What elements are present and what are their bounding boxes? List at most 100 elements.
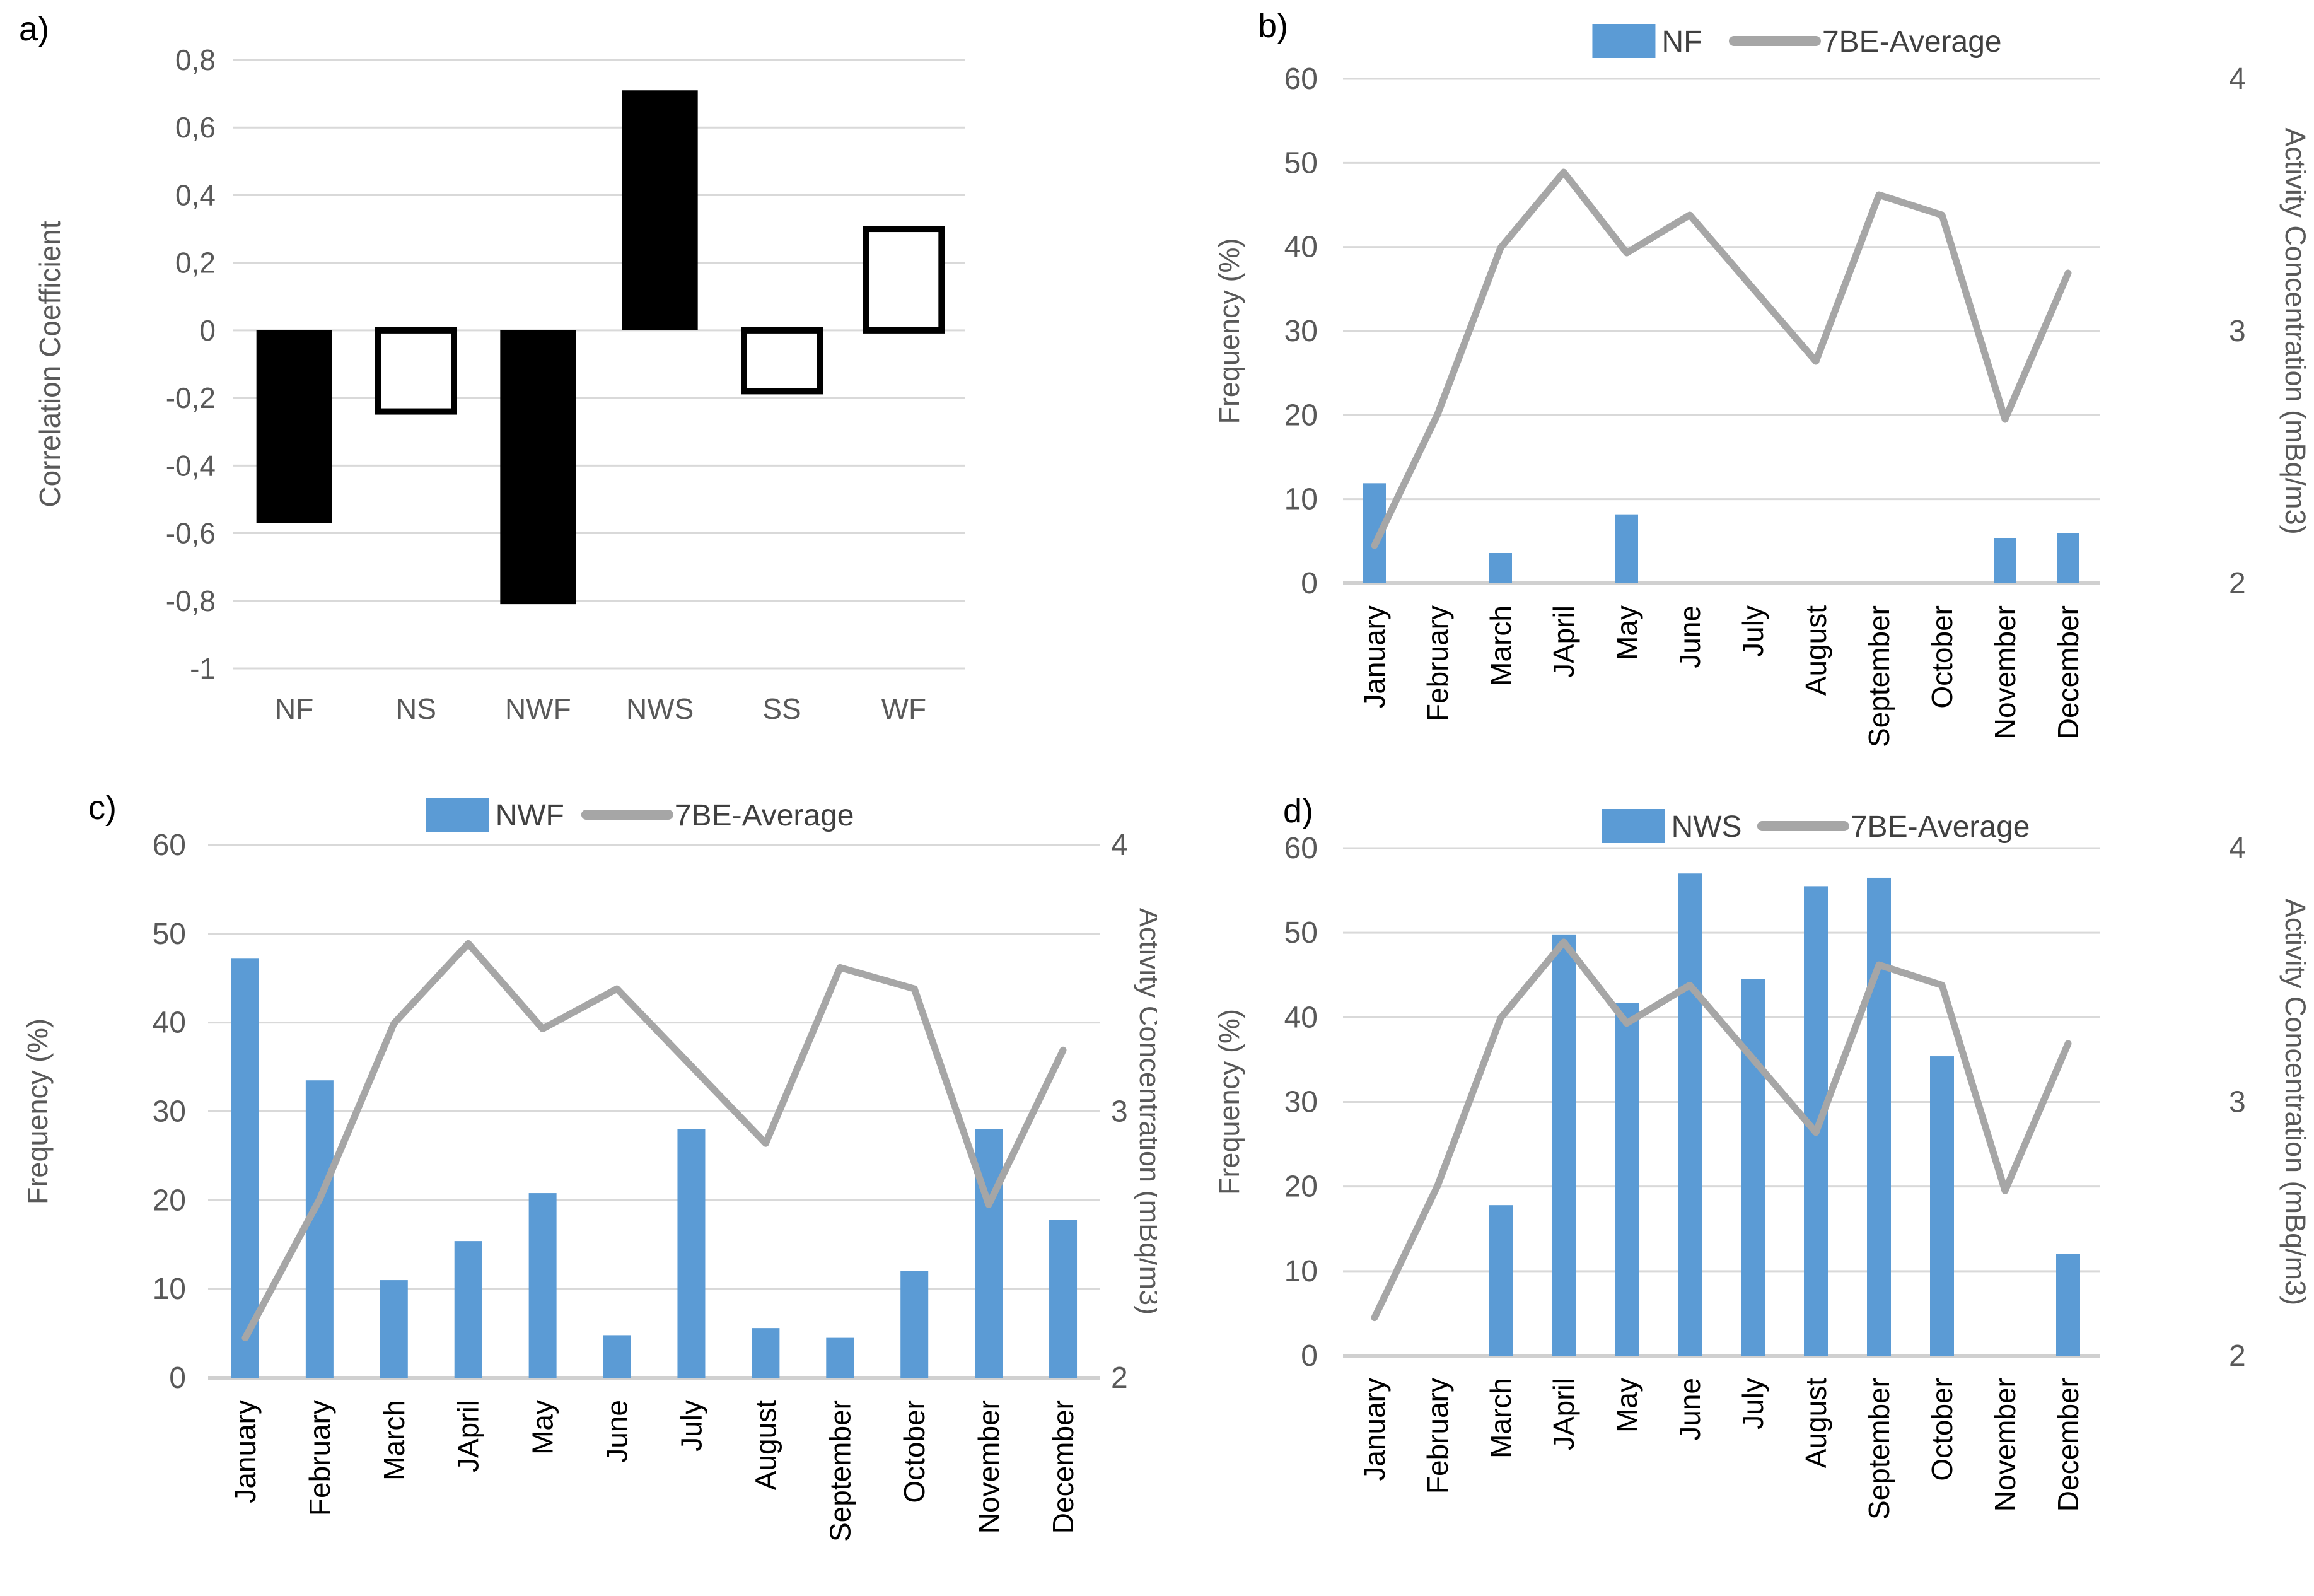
legend-label-line-series: 7BE-Average (1851, 810, 2030, 844)
month-label-japril: JApril (1547, 605, 1580, 678)
month-label-august: August (1799, 1378, 1832, 1468)
month-label-may: May (526, 1400, 559, 1455)
month-label-december: December (1047, 1400, 1079, 1534)
bar-september (1867, 877, 1891, 1356)
left-tick-label: 20 (153, 1184, 186, 1217)
bar-december (1049, 1220, 1078, 1378)
y-axis-title: Correlation Coefficient (33, 221, 66, 507)
y-tick-label: -0,6 (166, 517, 216, 550)
y-tick-label: -0,4 (166, 449, 216, 482)
month-label-japril: JApril (1547, 1378, 1580, 1450)
bar-august (752, 1328, 780, 1378)
right-tick-label: 2 (2229, 567, 2246, 600)
month-label-july: July (1736, 605, 1769, 657)
left-tick-label: 50 (153, 917, 186, 951)
right-tick-label: 3 (2229, 1086, 2246, 1119)
left-axis-title: Frequency (%) (1213, 1009, 1245, 1195)
chart-c-nwf-combo: 0 10 20 30 40 50 60 2 3 4 Frequency (%) Activity Co… (21, 798, 1157, 1542)
y-tick-label: -0,2 (166, 382, 216, 414)
bar-ss (741, 327, 823, 395)
bar-japril (454, 1241, 482, 1378)
left-axis-title: Frequency (%) (1213, 238, 1245, 424)
month-label-japril: JApril (452, 1400, 485, 1472)
bar-october (900, 1271, 929, 1378)
month-label-march: March (378, 1400, 410, 1481)
y-tick-label: 0,2 (175, 247, 216, 279)
bar-march (1489, 1205, 1513, 1356)
panel-label-a: a) (19, 10, 50, 48)
bar-japril (1552, 934, 1576, 1356)
x-category-label: SS (762, 692, 801, 725)
7be-average-line (1371, 168, 2072, 549)
bar-september (826, 1337, 854, 1378)
left-tick-label: 30 (153, 1095, 186, 1129)
month-label-january: January (229, 1400, 262, 1503)
left-tick-label: 50 (1284, 146, 1318, 180)
month-label-september: September (823, 1400, 856, 1542)
panel-b: b) 0 10 20 30 40 50 60 2 3 4 Frequency (%) Activity… (1157, 0, 2314, 776)
bar-july (677, 1129, 706, 1378)
month-label-june: June (1673, 1378, 1706, 1441)
y-tick-label: 0,4 (175, 178, 216, 211)
right-tick-label: 3 (2229, 315, 2246, 348)
left-tick-label: 60 (1284, 62, 1318, 96)
right-axis-title: Activity Concentration (mBq/m3) (2279, 127, 2311, 534)
bar-march (1489, 553, 1512, 583)
bar-march (380, 1280, 408, 1378)
left-tick-label: 20 (1284, 1170, 1318, 1204)
legend-label-line-series: 7BE-Average (675, 799, 854, 832)
month-label-august: August (1799, 605, 1832, 696)
left-tick-label: 60 (1284, 832, 1318, 865)
x-category-label: WF (881, 692, 927, 725)
left-tick-label: 10 (1284, 483, 1318, 516)
month-label-august: August (749, 1400, 782, 1490)
right-tick-label: 4 (1111, 829, 1128, 862)
month-label-september: September (1863, 605, 1895, 747)
month-label-february: February (303, 1400, 336, 1516)
bar-may (1615, 514, 1638, 583)
month-label-july: July (675, 1400, 707, 1452)
left-tick-label: 50 (1284, 916, 1318, 950)
month-label-june: June (601, 1400, 634, 1463)
right-tick-label: 4 (2229, 62, 2246, 96)
month-label-june: June (1673, 605, 1706, 668)
chart-a-correlation-bars: 0,8 0,6 0,4 0,2 0 -0,2 -0,4 -0,6 -0,8 -1 Correlati… (33, 44, 965, 725)
bar-may (1615, 1003, 1639, 1356)
panel-a: a) 0,8 0,6 0,4 0,2 0 -0,2 -0,4 -0,6 -0,8 -1 Correl… (0, 0, 1157, 776)
legend-swatch-nws (1602, 809, 1665, 843)
left-tick-label: 0 (1301, 567, 1318, 600)
month-label-may: May (1610, 605, 1643, 660)
bar-nws (622, 90, 698, 330)
right-tick-label: 3 (1111, 1095, 1128, 1129)
left-tick-label: 10 (1284, 1255, 1318, 1288)
month-label-november: November (972, 1400, 1005, 1534)
legend-label-line-series: 7BE-Average (1822, 25, 2002, 59)
bar-june (603, 1335, 631, 1378)
legend-label-bar-series: NWF (496, 799, 564, 832)
left-tick-label: 20 (1284, 399, 1318, 432)
y-tick-label: -0,8 (166, 585, 216, 617)
chart-d-nws-combo: 0 10 20 30 40 50 60 2 3 4 Frequency (%) Activity Co… (1213, 809, 2311, 1520)
month-label-march: March (1484, 1378, 1517, 1459)
month-label-december: December (2052, 1378, 2084, 1512)
left-tick-label: 40 (1284, 231, 1318, 264)
left-tick-label: 30 (1284, 1086, 1318, 1119)
bar-november (1994, 538, 2016, 583)
month-label-january: January (1358, 605, 1391, 709)
left-tick-label: 30 (1284, 315, 1318, 348)
month-label-january: January (1358, 1378, 1391, 1481)
bar-nf (256, 330, 332, 523)
month-label-july: July (1736, 1378, 1769, 1430)
month-label-october: October (1926, 1378, 1958, 1481)
month-label-september: September (1863, 1378, 1895, 1520)
left-axis-title: Frequency (%) (21, 1018, 54, 1204)
month-label-november: November (1989, 1378, 2021, 1512)
panel-label-d: d) (1283, 792, 1314, 830)
month-label-october: October (898, 1400, 931, 1503)
left-tick-label: 10 (153, 1273, 186, 1306)
right-axis-title: Activity Concentration (mBq/m3) (2279, 899, 2311, 1305)
left-tick-label: 0 (169, 1361, 186, 1395)
month-label-february: February (1421, 1378, 1454, 1494)
panel-label-b: b) (1258, 7, 1289, 45)
